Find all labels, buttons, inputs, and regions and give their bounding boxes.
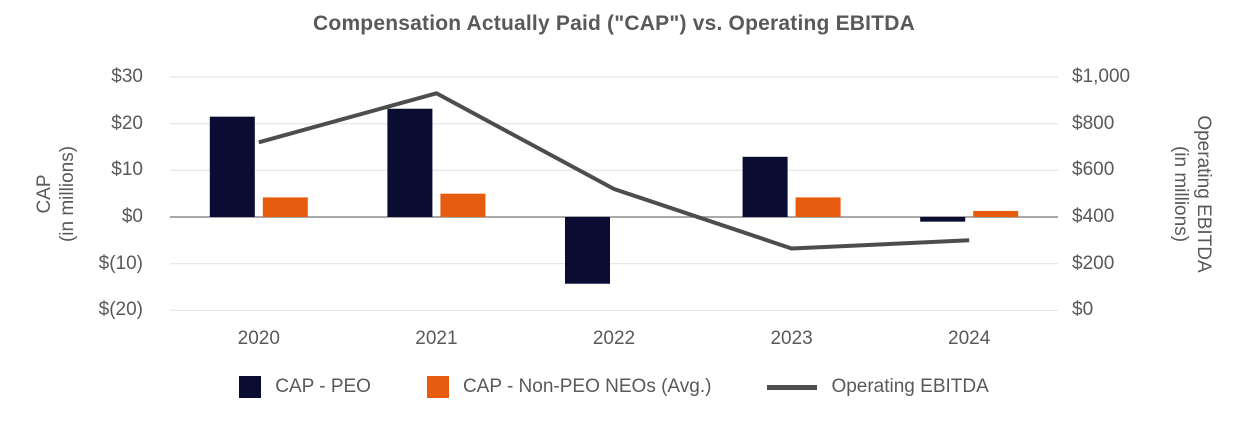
x-axis-label-2024: 2024	[948, 328, 991, 349]
left-axis-tick: $(10)	[98, 252, 143, 274]
bar-cap-peo-2023	[742, 156, 788, 217]
left-axis-title: CAP (in millions)	[33, 146, 79, 242]
right-axis-tick: $1,000	[1072, 66, 1131, 87]
left-axis-tick: $10	[111, 159, 143, 181]
legend-item-cap-peo: CAP - PEO	[239, 376, 371, 398]
legend-label-cap-non-peo: CAP - Non-PEO NEOs (Avg.)	[462, 376, 712, 397]
bar-cap-peo-2022	[565, 216, 610, 284]
chart-title: Compensation Actually Paid ("CAP") vs. O…	[313, 12, 915, 35]
cap-peo-swatch-icon	[239, 376, 262, 398]
bar-cap-peo-2024	[920, 216, 966, 222]
x-axis-label-2023: 2023	[770, 328, 813, 349]
legend-label-cap-peo: CAP - PEO	[275, 376, 371, 397]
bar-cap-peo-2020	[209, 116, 255, 217]
x-axis-label-2021: 2021	[415, 328, 458, 349]
left-axis-tick: $20	[111, 112, 143, 134]
right-axis-tick: $0	[1072, 299, 1094, 321]
right-axis-tick: $600	[1072, 159, 1115, 181]
right-axis-title-line1: Operating EBITDA	[1193, 115, 1214, 273]
x-axis-label-2020: 2020	[237, 328, 280, 349]
legend-item-cap-non-peo: CAP - Non-PEO NEOs (Avg.)	[426, 376, 712, 398]
right-axis-tick: $200	[1072, 252, 1115, 274]
chart-legend: CAP - PEO CAP - Non-PEO NEOs (Avg.) Oper…	[170, 376, 1058, 398]
x-axis-label-2022: 2022	[592, 328, 636, 349]
bar-cap-non-peo-2023	[795, 197, 841, 217]
legend-label-operating-ebitda: Operating EBITDA	[831, 376, 989, 397]
right-axis-title: Operating EBITDA (in millions)	[1169, 115, 1215, 272]
operating-ebitda-line	[258, 91, 970, 251]
bar-cap-peo-2021	[387, 108, 433, 217]
left-axis-tick: $(20)	[98, 299, 143, 321]
left-axis-title-line2: (in millions)	[57, 145, 78, 243]
left-axis-tick: $0	[121, 205, 143, 227]
bar-cap-non-peo-2024	[973, 210, 1019, 217]
bar-cap-non-peo-2020	[262, 197, 308, 217]
right-axis-tick: $800	[1072, 112, 1115, 134]
bar-cap-non-peo-2021	[440, 193, 486, 217]
cap-non-peo-swatch-icon	[426, 376, 449, 398]
right-axis-tick: $400	[1072, 205, 1115, 227]
legend-item-operating-ebitda: Operating EBITDA	[767, 376, 989, 398]
left-axis-title-line1: CAP	[34, 174, 55, 214]
right-axis-title-line2: (in millions)	[1170, 145, 1191, 243]
left-axis-tick: $30	[111, 66, 143, 87]
operating-ebitda-line-swatch-icon	[767, 384, 818, 390]
